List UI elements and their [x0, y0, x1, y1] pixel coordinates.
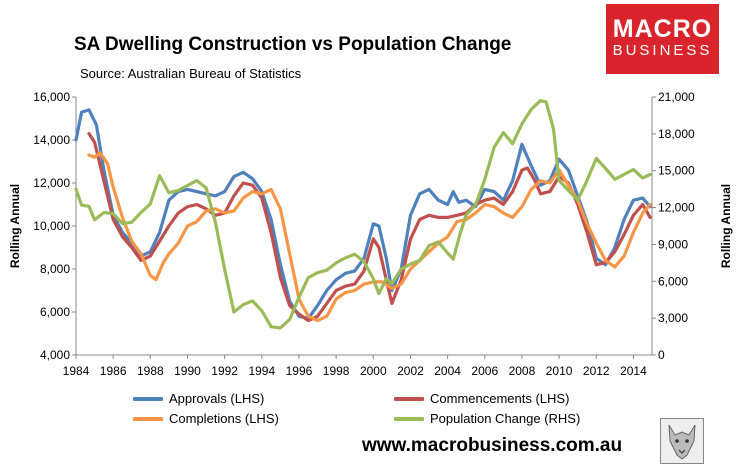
- series-line-completions: [87, 151, 652, 323]
- x-tick-label: 2008: [509, 364, 536, 378]
- y-right-tick-label: 21,000: [658, 90, 695, 104]
- x-tick-label: 1998: [323, 364, 350, 378]
- y-right-tick-label: 9,000: [658, 237, 688, 251]
- y-right-tick-label: 0: [658, 348, 665, 362]
- y-left-tick-label: 4,000: [40, 348, 70, 362]
- legend-label-population: Population Change (RHS): [430, 411, 581, 426]
- y-left-tick-label: 6,000: [40, 305, 70, 319]
- logo-line-1: MACRO: [612, 15, 713, 43]
- x-tick-label: 1986: [100, 364, 127, 378]
- y-right-tick-label: 15,000: [658, 164, 695, 178]
- legend-swatch-completions: [133, 416, 163, 421]
- series-line-population-change: [74, 99, 652, 330]
- logo-line-2: BUSINESS: [612, 42, 713, 59]
- y-right-tick-label: 12,000: [658, 201, 695, 215]
- x-tick-label: 1988: [137, 364, 164, 378]
- y-right-tick-label: 18,000: [658, 127, 695, 141]
- y-left-tick-label: 8,000: [40, 262, 70, 276]
- series-line-commencements: [87, 132, 652, 323]
- x-tick-label: 1984: [63, 364, 90, 378]
- legend-label-completions: Completions (LHS): [169, 411, 279, 426]
- series-line-approvals: [74, 108, 652, 320]
- x-tick-label: 1992: [211, 364, 238, 378]
- x-tick-label: 2014: [620, 364, 647, 378]
- x-tick-label: 2010: [546, 364, 573, 378]
- x-tick-label: 1994: [248, 364, 275, 378]
- website-url: www.macrobusiness.com.au: [362, 435, 623, 456]
- legend-swatch-population: [394, 416, 424, 421]
- y-left-tick-label: 14,000: [33, 133, 70, 147]
- y-left-tick-label: 12,000: [33, 176, 70, 190]
- x-tick-label: 2004: [434, 364, 461, 378]
- brand-logo: MACRO BUSINESS: [606, 4, 719, 74]
- x-tick-label: 2006: [471, 364, 498, 378]
- legend-swatch-commencements: [394, 396, 424, 401]
- y-axis-left-title: Rolling Annual: [8, 184, 22, 268]
- legend-label-approvals: Approvals (LHS): [169, 391, 265, 406]
- x-tick-label: 2002: [397, 364, 424, 378]
- y-right-tick-label: 3,000: [658, 311, 688, 325]
- legend-item-completions: Completions (LHS): [133, 411, 279, 426]
- legend-item-population: Population Change (RHS): [394, 411, 580, 426]
- legend-item-approvals: Approvals (LHS): [133, 391, 264, 406]
- x-tick-label: 1990: [174, 364, 201, 378]
- y-left-tick-label: 10,000: [33, 219, 70, 233]
- y-axis-right-title: Rolling Annual: [719, 184, 733, 268]
- chart-title: SA Dwelling Construction vs Population C…: [74, 34, 512, 55]
- legend-item-commencements: Commencements (LHS): [394, 391, 569, 406]
- legend-swatch-approvals: [133, 396, 163, 401]
- legend-label-commencements: Commencements (LHS): [430, 391, 570, 406]
- y-right-tick-label: 6,000: [658, 274, 688, 288]
- x-tick-label: 1996: [286, 364, 313, 378]
- x-tick-label: 2000: [360, 364, 387, 378]
- chart-source: Source: Australian Bureau of Statistics: [80, 66, 302, 81]
- wolf-logo-icon: [660, 418, 704, 464]
- x-tick-label: 2012: [583, 364, 610, 378]
- y-left-tick-label: 16,000: [33, 90, 70, 104]
- line-chart: 4,000 6,000 8,000 10,000 12,000 14,000 16,000 0…: [8, 90, 733, 378]
